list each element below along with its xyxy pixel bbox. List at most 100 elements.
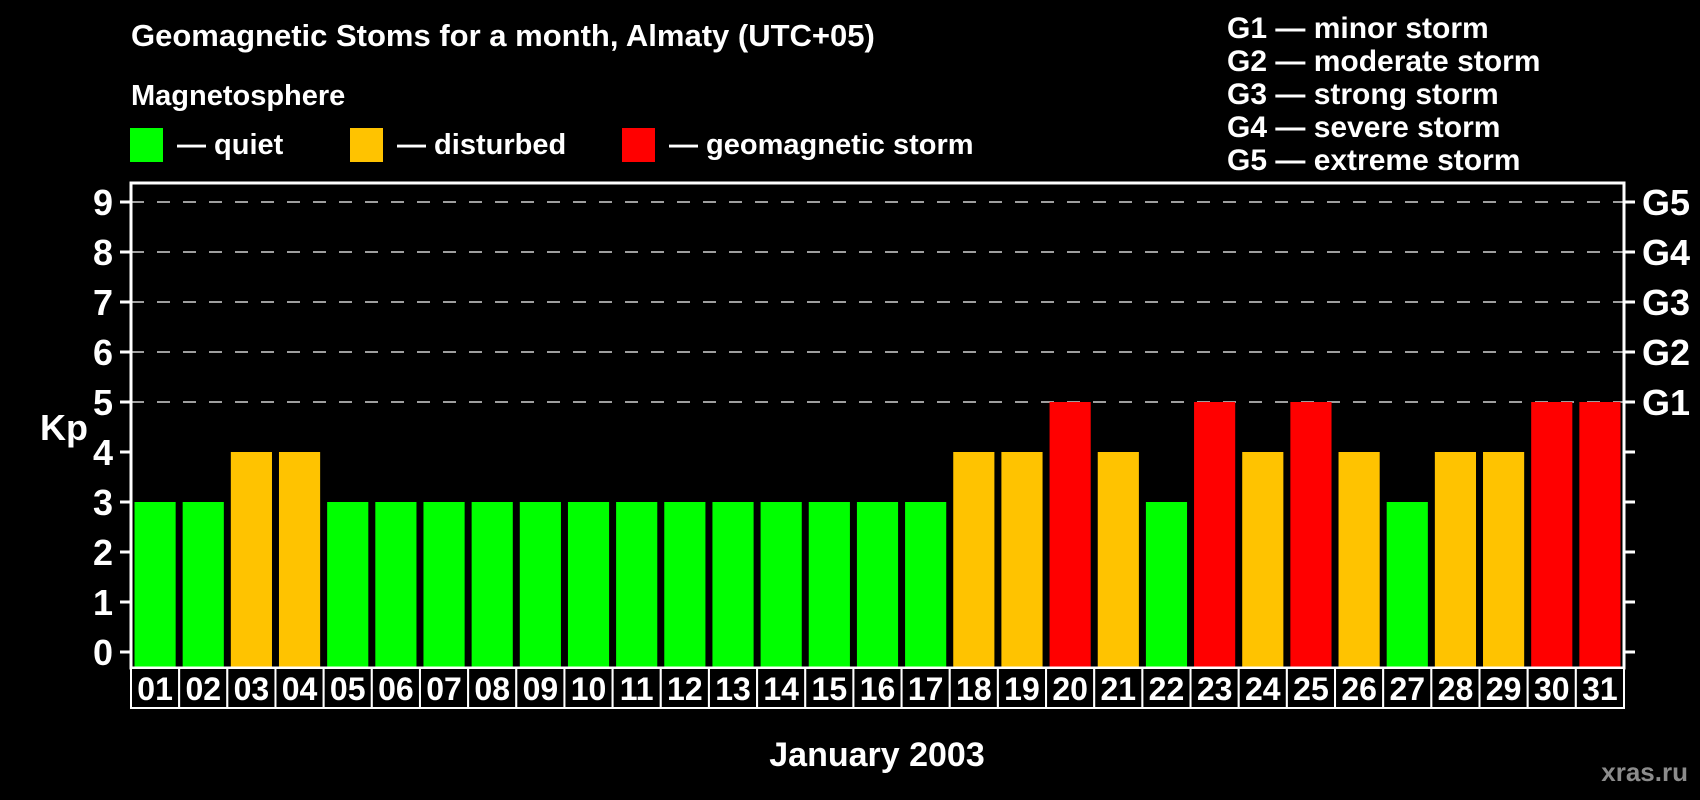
day-cell-24	[1237, 667, 1288, 709]
day-cell-19	[996, 667, 1048, 709]
y-tick-label-7: 7	[93, 282, 113, 323]
y-tick-label-2: 2	[93, 532, 113, 573]
g-scale-legend-line-g2: G2 — moderate storm	[1227, 45, 1541, 78]
bar-day-20	[1049, 402, 1091, 668]
right-axis-label-g2: G2	[1642, 332, 1690, 373]
right-axis-label-g3: G3	[1642, 282, 1690, 323]
bar-day-07	[423, 502, 465, 668]
bar-day-25	[1290, 402, 1332, 668]
bar-day-08	[471, 502, 513, 668]
right-axis-label-g5: G5	[1642, 182, 1690, 223]
g-scale-legend-line-g4: G4 — severe storm	[1227, 111, 1501, 144]
day-cell-20	[1045, 667, 1096, 709]
day-label-08: 08	[474, 671, 510, 707]
y-tick-label-3: 3	[93, 482, 113, 523]
x-axis-title: January 2003	[769, 736, 985, 774]
y-tick-label-8: 8	[93, 232, 113, 273]
day-label-21: 21	[1101, 671, 1137, 707]
storm-color-swatch	[622, 128, 655, 162]
legend-item-quiet: — quiet	[130, 128, 283, 162]
day-label-04: 04	[282, 671, 318, 707]
bar-day-17	[905, 502, 947, 668]
bar-day-28	[1434, 452, 1477, 668]
legend-item-label: — geomagnetic storm	[669, 128, 974, 161]
bar-day-16	[856, 502, 899, 668]
watermark: xras.ru	[1601, 757, 1688, 787]
day-cell-12	[659, 667, 710, 709]
right-axis-label-g4: G4	[1642, 232, 1690, 273]
day-cell-04	[274, 667, 325, 709]
bar-day-31	[1579, 402, 1621, 668]
day-label-20: 20	[1052, 671, 1088, 707]
y-axis-title: Kp	[40, 407, 88, 448]
day-label-16: 16	[860, 671, 896, 707]
day-cell-31	[1574, 667, 1625, 709]
bar-day-21	[1097, 452, 1139, 668]
day-label-27: 27	[1389, 671, 1425, 707]
day-label-23: 23	[1197, 671, 1233, 707]
day-cell-03	[226, 667, 277, 709]
bar-day-29	[1483, 452, 1525, 668]
day-label-14: 14	[763, 671, 799, 707]
bar-day-26	[1338, 452, 1380, 668]
bar-day-02	[182, 502, 224, 668]
day-label-31: 31	[1582, 671, 1618, 707]
legend-item-disturbed: — disturbed	[350, 128, 566, 162]
day-label-06: 06	[378, 671, 414, 707]
day-cell-10	[563, 667, 614, 709]
bar-day-06	[375, 502, 417, 668]
g-scale-legend-line-g5: G5 — extreme storm	[1227, 144, 1521, 177]
day-label-29: 29	[1486, 671, 1522, 707]
bar-day-10	[567, 502, 610, 668]
day-cell-15	[804, 667, 855, 709]
day-cell-09	[515, 667, 566, 709]
y-tick-label-4: 4	[93, 432, 113, 473]
quiet-color-swatch	[130, 128, 163, 162]
right-axis-label-g1: G1	[1642, 382, 1690, 423]
day-cell-22	[1141, 667, 1192, 709]
disturbed-color-swatch	[350, 128, 383, 162]
day-cell-07	[418, 667, 470, 709]
bar-day-09	[519, 502, 561, 668]
day-label-25: 25	[1293, 671, 1329, 707]
y-tick-label-5: 5	[93, 382, 113, 423]
bar-day-18	[953, 452, 995, 668]
bar-day-14	[760, 502, 802, 668]
y-tick-label-6: 6	[93, 332, 113, 373]
magnetosphere-legend-title: Magnetosphere	[131, 80, 346, 112]
y-tick-label-9: 9	[93, 182, 113, 223]
day-cell-11	[611, 667, 662, 709]
day-label-01: 01	[137, 671, 173, 707]
day-cell-27	[1382, 667, 1433, 709]
day-label-13: 13	[715, 671, 751, 707]
bar-day-15	[808, 502, 850, 668]
bar-day-24	[1242, 452, 1284, 668]
y-tick-label-1: 1	[93, 582, 113, 623]
day-cell-08	[467, 667, 518, 709]
bar-day-04	[278, 452, 321, 668]
y-tick-label-0: 0	[93, 632, 113, 673]
g-scale-legend-line-g3: G3 — strong storm	[1227, 78, 1499, 111]
day-cell-13	[707, 667, 759, 709]
bar-day-13	[712, 502, 754, 668]
bar-day-05	[327, 502, 369, 668]
legend-item-label: — quiet	[177, 128, 284, 161]
day-cell-17	[900, 667, 951, 709]
chart-title: Geomagnetic Stoms for a month, Almaty (U…	[131, 18, 875, 53]
bar-day-19	[1001, 452, 1043, 668]
day-label-24: 24	[1245, 671, 1281, 707]
day-label-11: 11	[620, 671, 654, 707]
bar-day-22	[1145, 502, 1188, 668]
day-label-12: 12	[667, 671, 703, 707]
day-cell-29	[1478, 667, 1529, 709]
day-cell-16	[852, 667, 903, 709]
bar-day-03	[230, 452, 272, 668]
day-cell-01	[130, 667, 181, 709]
day-label-05: 05	[330, 671, 366, 707]
day-label-30: 30	[1534, 671, 1570, 707]
g-scale-legend: G1 — minor storm G2 — moderate storm G3 …	[1227, 12, 1540, 177]
day-label-22: 22	[1149, 671, 1185, 707]
day-label-26: 26	[1341, 671, 1377, 707]
